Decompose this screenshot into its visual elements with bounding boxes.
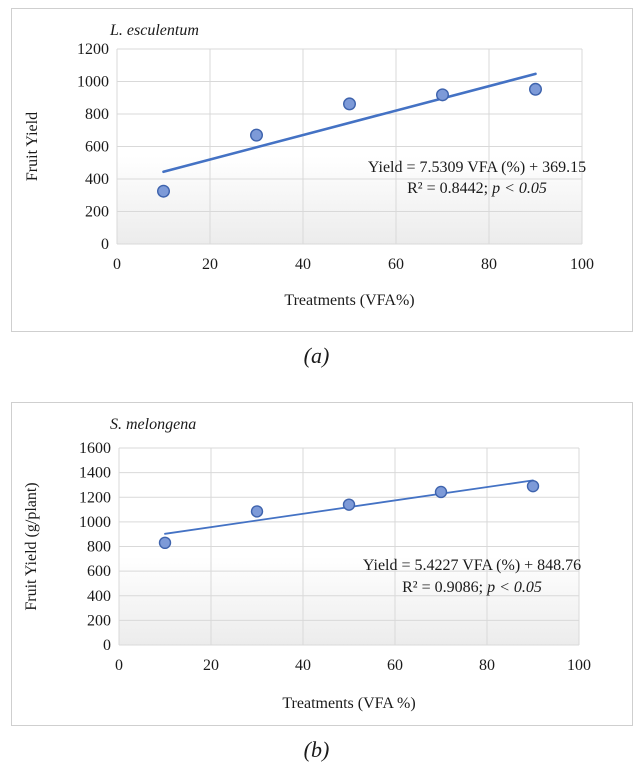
x-tick-label: 40 (295, 256, 311, 273)
data-point (526, 479, 540, 493)
y-tick-label: 0 (103, 637, 111, 654)
x-axis-title: Treatments (VFA%) (284, 292, 414, 309)
y-tick-label: 800 (85, 106, 109, 123)
y-tick-label: 400 (87, 588, 111, 605)
data-point (342, 498, 356, 511)
data-point (156, 184, 170, 198)
y-tick-label: 1600 (79, 440, 111, 457)
p-value-text: p < 0.05 (491, 180, 547, 197)
x-axis-title: Treatments (VFA %) (282, 695, 415, 712)
y-tick-label: 400 (85, 171, 109, 188)
trendline (162, 72, 537, 174)
y-tick-label: 600 (87, 563, 111, 580)
data-point (434, 485, 448, 499)
y-tick-label: 800 (87, 539, 111, 556)
data-point (436, 88, 450, 102)
regression-equation: Yield = 7.5309 VFA (%) + 369.15 (368, 159, 586, 176)
caption-a: (a) (303, 343, 330, 368)
x-tick-label: 100 (570, 256, 594, 273)
chart-panel-a: 0 20 40 60 80 100 0 200 400 600 800 1000 1200 L. escu… (11, 8, 633, 332)
x-tick-label: 0 (113, 256, 121, 273)
r-squared-text: R² = 0.9086; (402, 579, 487, 596)
x-tick-label: 40 (295, 657, 311, 674)
x-tick-label: 100 (567, 657, 591, 674)
chart-panel-b: 0 20 40 60 80 100 0 200 400 600 800 1000 1200 1400 160… (11, 402, 633, 726)
x-tick-label: 0 (115, 657, 123, 674)
data-point (250, 505, 264, 518)
x-tick-label: 20 (203, 657, 219, 674)
y-tick-label: 1400 (79, 465, 111, 482)
y-tick-label: 1000 (79, 514, 111, 531)
y-tick-label: 0 (101, 236, 109, 253)
y-tick-label: 200 (87, 612, 111, 629)
y-axis-title: Fruit Yield (24, 112, 41, 181)
caption-b: (b) (303, 737, 330, 762)
x-tick-label: 80 (479, 657, 495, 674)
x-tick-label: 60 (387, 657, 403, 674)
x-tick-label: 60 (388, 256, 404, 273)
y-tick-label: 200 (85, 204, 109, 221)
r-squared-text: R² = 0.8442; (407, 180, 492, 197)
chart-title: S. melongena (110, 416, 196, 433)
r-squared-annotation: R² = 0.8442; p < 0.05 (407, 180, 547, 197)
y-axis-title: Fruit Yield (g/plant) (23, 482, 40, 610)
p-value-text: p < 0.05 (486, 579, 542, 596)
data-point (343, 97, 357, 111)
data-point (158, 536, 172, 550)
chart-b-svg: 0 20 40 60 80 1000200400600800100012001400160… (23, 416, 591, 712)
x-tick-label: 80 (481, 256, 497, 273)
regression-equation: Yield = 5.4227 VFA (%) + 848.76 (363, 557, 581, 574)
y-tick-label: 1200 (79, 489, 111, 506)
data-point (249, 128, 263, 142)
y-tick-label: 1200 (77, 41, 109, 58)
data-point (529, 82, 543, 96)
chart-title: L. esculentum (109, 22, 199, 39)
y-tick-label: 1000 (77, 74, 109, 91)
y-tick-label: 600 (85, 139, 109, 156)
r-squared-annotation: R² = 0.9086; p < 0.05 (402, 579, 542, 596)
x-tick-label: 20 (202, 256, 218, 273)
